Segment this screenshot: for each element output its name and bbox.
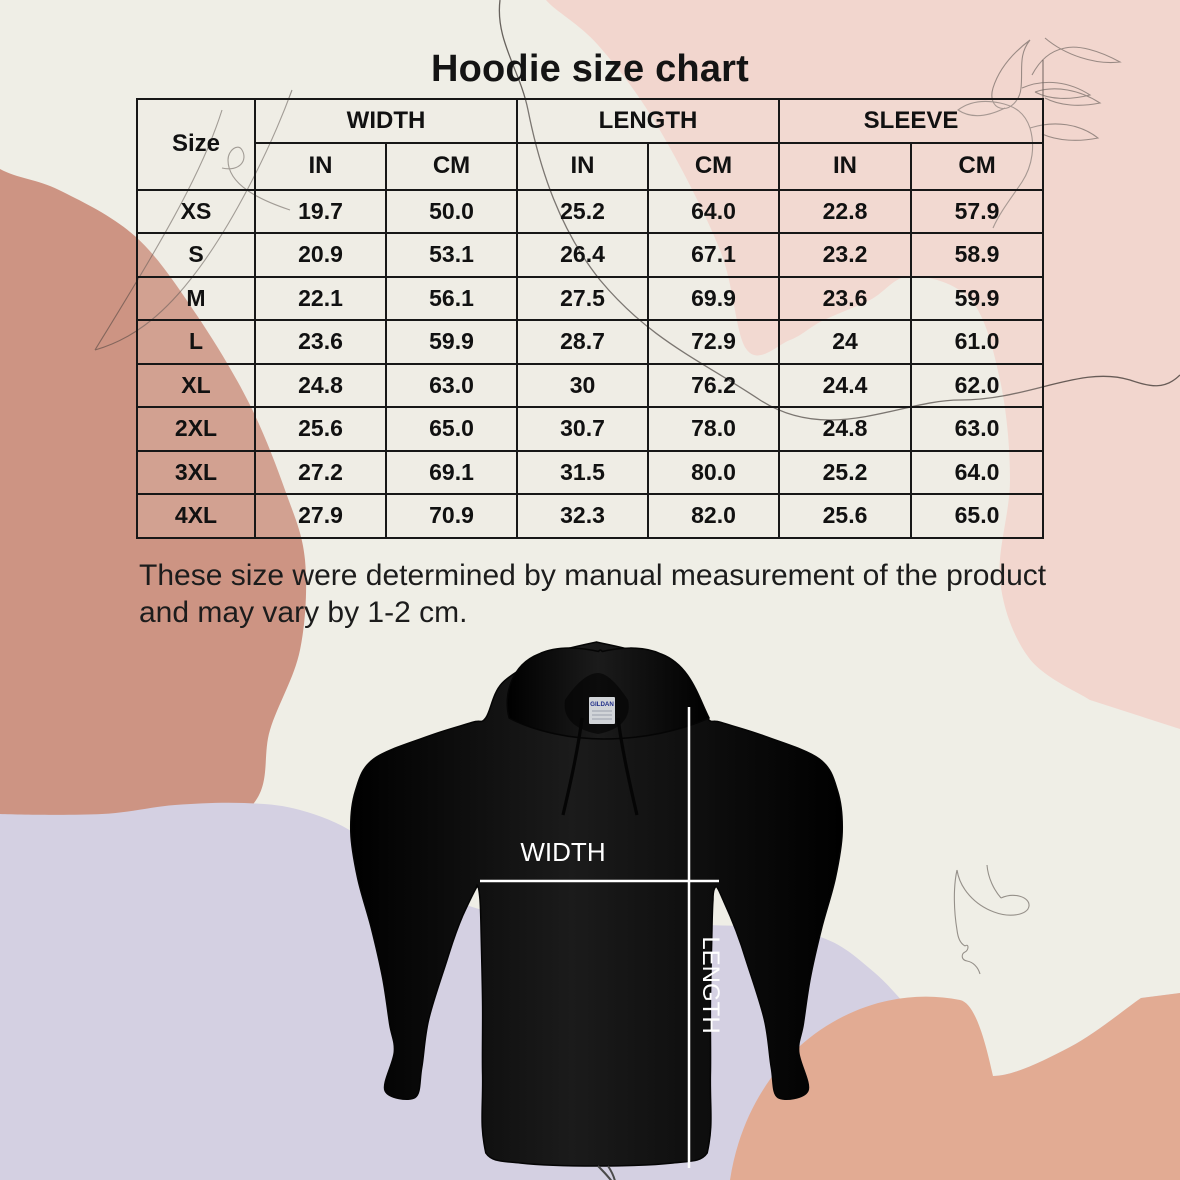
svg-text:LENGTH: LENGTH	[697, 936, 724, 1033]
svg-text:GILDAN: GILDAN	[590, 701, 614, 708]
svg-text:WIDTH: WIDTH	[520, 837, 605, 867]
